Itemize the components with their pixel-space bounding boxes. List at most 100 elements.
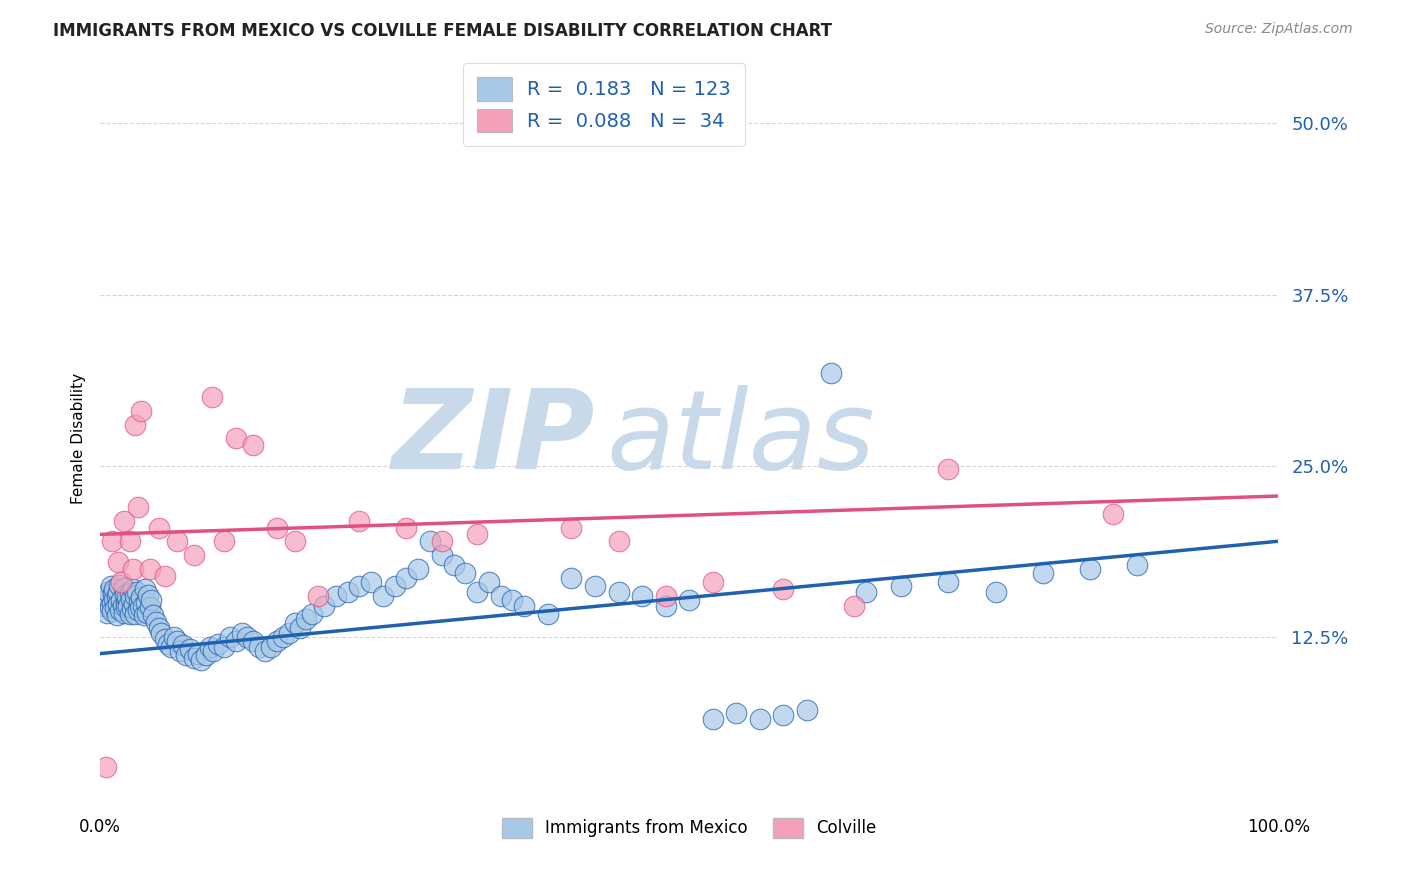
Point xyxy=(138,562,160,576)
Point xyxy=(120,591,142,606)
Point xyxy=(820,366,842,380)
Text: atlas: atlas xyxy=(607,385,876,492)
Point xyxy=(97,585,120,599)
Point xyxy=(266,634,288,648)
Point xyxy=(295,612,318,626)
Point xyxy=(115,596,138,610)
Point xyxy=(406,562,429,576)
Point xyxy=(796,703,818,717)
Point xyxy=(118,534,141,549)
Point xyxy=(607,534,630,549)
Point xyxy=(190,653,212,667)
Point xyxy=(236,630,259,644)
Text: IMMIGRANTS FROM MEXICO VS COLVILLE FEMALE DISABILITY CORRELATION CHART: IMMIGRANTS FROM MEXICO VS COLVILLE FEMAL… xyxy=(53,22,832,40)
Point xyxy=(159,640,181,654)
Point xyxy=(349,514,371,528)
Point xyxy=(169,644,191,658)
Point xyxy=(166,534,188,549)
Point xyxy=(108,578,131,592)
Point xyxy=(112,514,135,528)
Point xyxy=(465,527,488,541)
Point xyxy=(115,600,138,615)
Point xyxy=(430,548,453,562)
Point xyxy=(489,589,512,603)
Point xyxy=(103,582,125,597)
Point xyxy=(260,640,283,654)
Point xyxy=(183,650,205,665)
Point xyxy=(454,566,477,580)
Text: Source: ZipAtlas.com: Source: ZipAtlas.com xyxy=(1205,22,1353,37)
Point xyxy=(94,593,117,607)
Point xyxy=(772,582,794,597)
Point xyxy=(478,575,501,590)
Point xyxy=(336,585,359,599)
Point xyxy=(115,591,138,605)
Point xyxy=(174,648,197,662)
Point xyxy=(242,634,264,648)
Point xyxy=(430,534,453,549)
Point xyxy=(148,520,170,534)
Point xyxy=(107,555,129,569)
Point xyxy=(145,615,167,629)
Point xyxy=(118,607,141,621)
Point xyxy=(131,599,153,613)
Point xyxy=(100,579,122,593)
Point xyxy=(111,599,134,613)
Point xyxy=(112,581,135,595)
Point xyxy=(112,606,135,620)
Point xyxy=(135,596,157,610)
Point xyxy=(725,706,748,720)
Point xyxy=(1102,507,1125,521)
Point xyxy=(110,575,132,590)
Point xyxy=(107,585,129,599)
Point xyxy=(371,589,394,603)
Point xyxy=(607,585,630,599)
Point xyxy=(101,604,124,618)
Point xyxy=(153,632,176,646)
Point xyxy=(122,562,145,576)
Point xyxy=(172,639,194,653)
Point xyxy=(271,630,294,644)
Point xyxy=(748,712,770,726)
Point xyxy=(136,606,159,620)
Point xyxy=(218,630,240,644)
Point xyxy=(560,571,582,585)
Point xyxy=(360,575,382,590)
Point xyxy=(301,607,323,621)
Point xyxy=(254,644,277,658)
Point xyxy=(1078,562,1101,576)
Point xyxy=(121,601,143,615)
Point xyxy=(104,601,127,615)
Point xyxy=(198,640,221,654)
Point xyxy=(560,520,582,534)
Point xyxy=(772,708,794,723)
Point xyxy=(153,568,176,582)
Point xyxy=(231,626,253,640)
Point xyxy=(938,461,960,475)
Point xyxy=(125,585,148,599)
Point xyxy=(142,608,165,623)
Point xyxy=(163,630,186,644)
Point xyxy=(225,432,247,446)
Point xyxy=(1126,558,1149,572)
Point xyxy=(984,585,1007,599)
Point xyxy=(118,586,141,600)
Point xyxy=(117,599,139,613)
Point xyxy=(654,589,676,603)
Point xyxy=(212,640,235,654)
Point xyxy=(124,589,146,603)
Point xyxy=(855,585,877,599)
Point xyxy=(195,648,218,662)
Point xyxy=(124,417,146,432)
Point xyxy=(1032,566,1054,580)
Point xyxy=(631,589,654,603)
Point xyxy=(312,599,335,613)
Point xyxy=(148,621,170,635)
Point xyxy=(101,534,124,549)
Point xyxy=(938,575,960,590)
Legend: Immigrants from Mexico, Colville: Immigrants from Mexico, Colville xyxy=(495,811,883,845)
Point xyxy=(138,600,160,615)
Point xyxy=(128,594,150,608)
Point xyxy=(94,589,117,603)
Point xyxy=(277,626,299,640)
